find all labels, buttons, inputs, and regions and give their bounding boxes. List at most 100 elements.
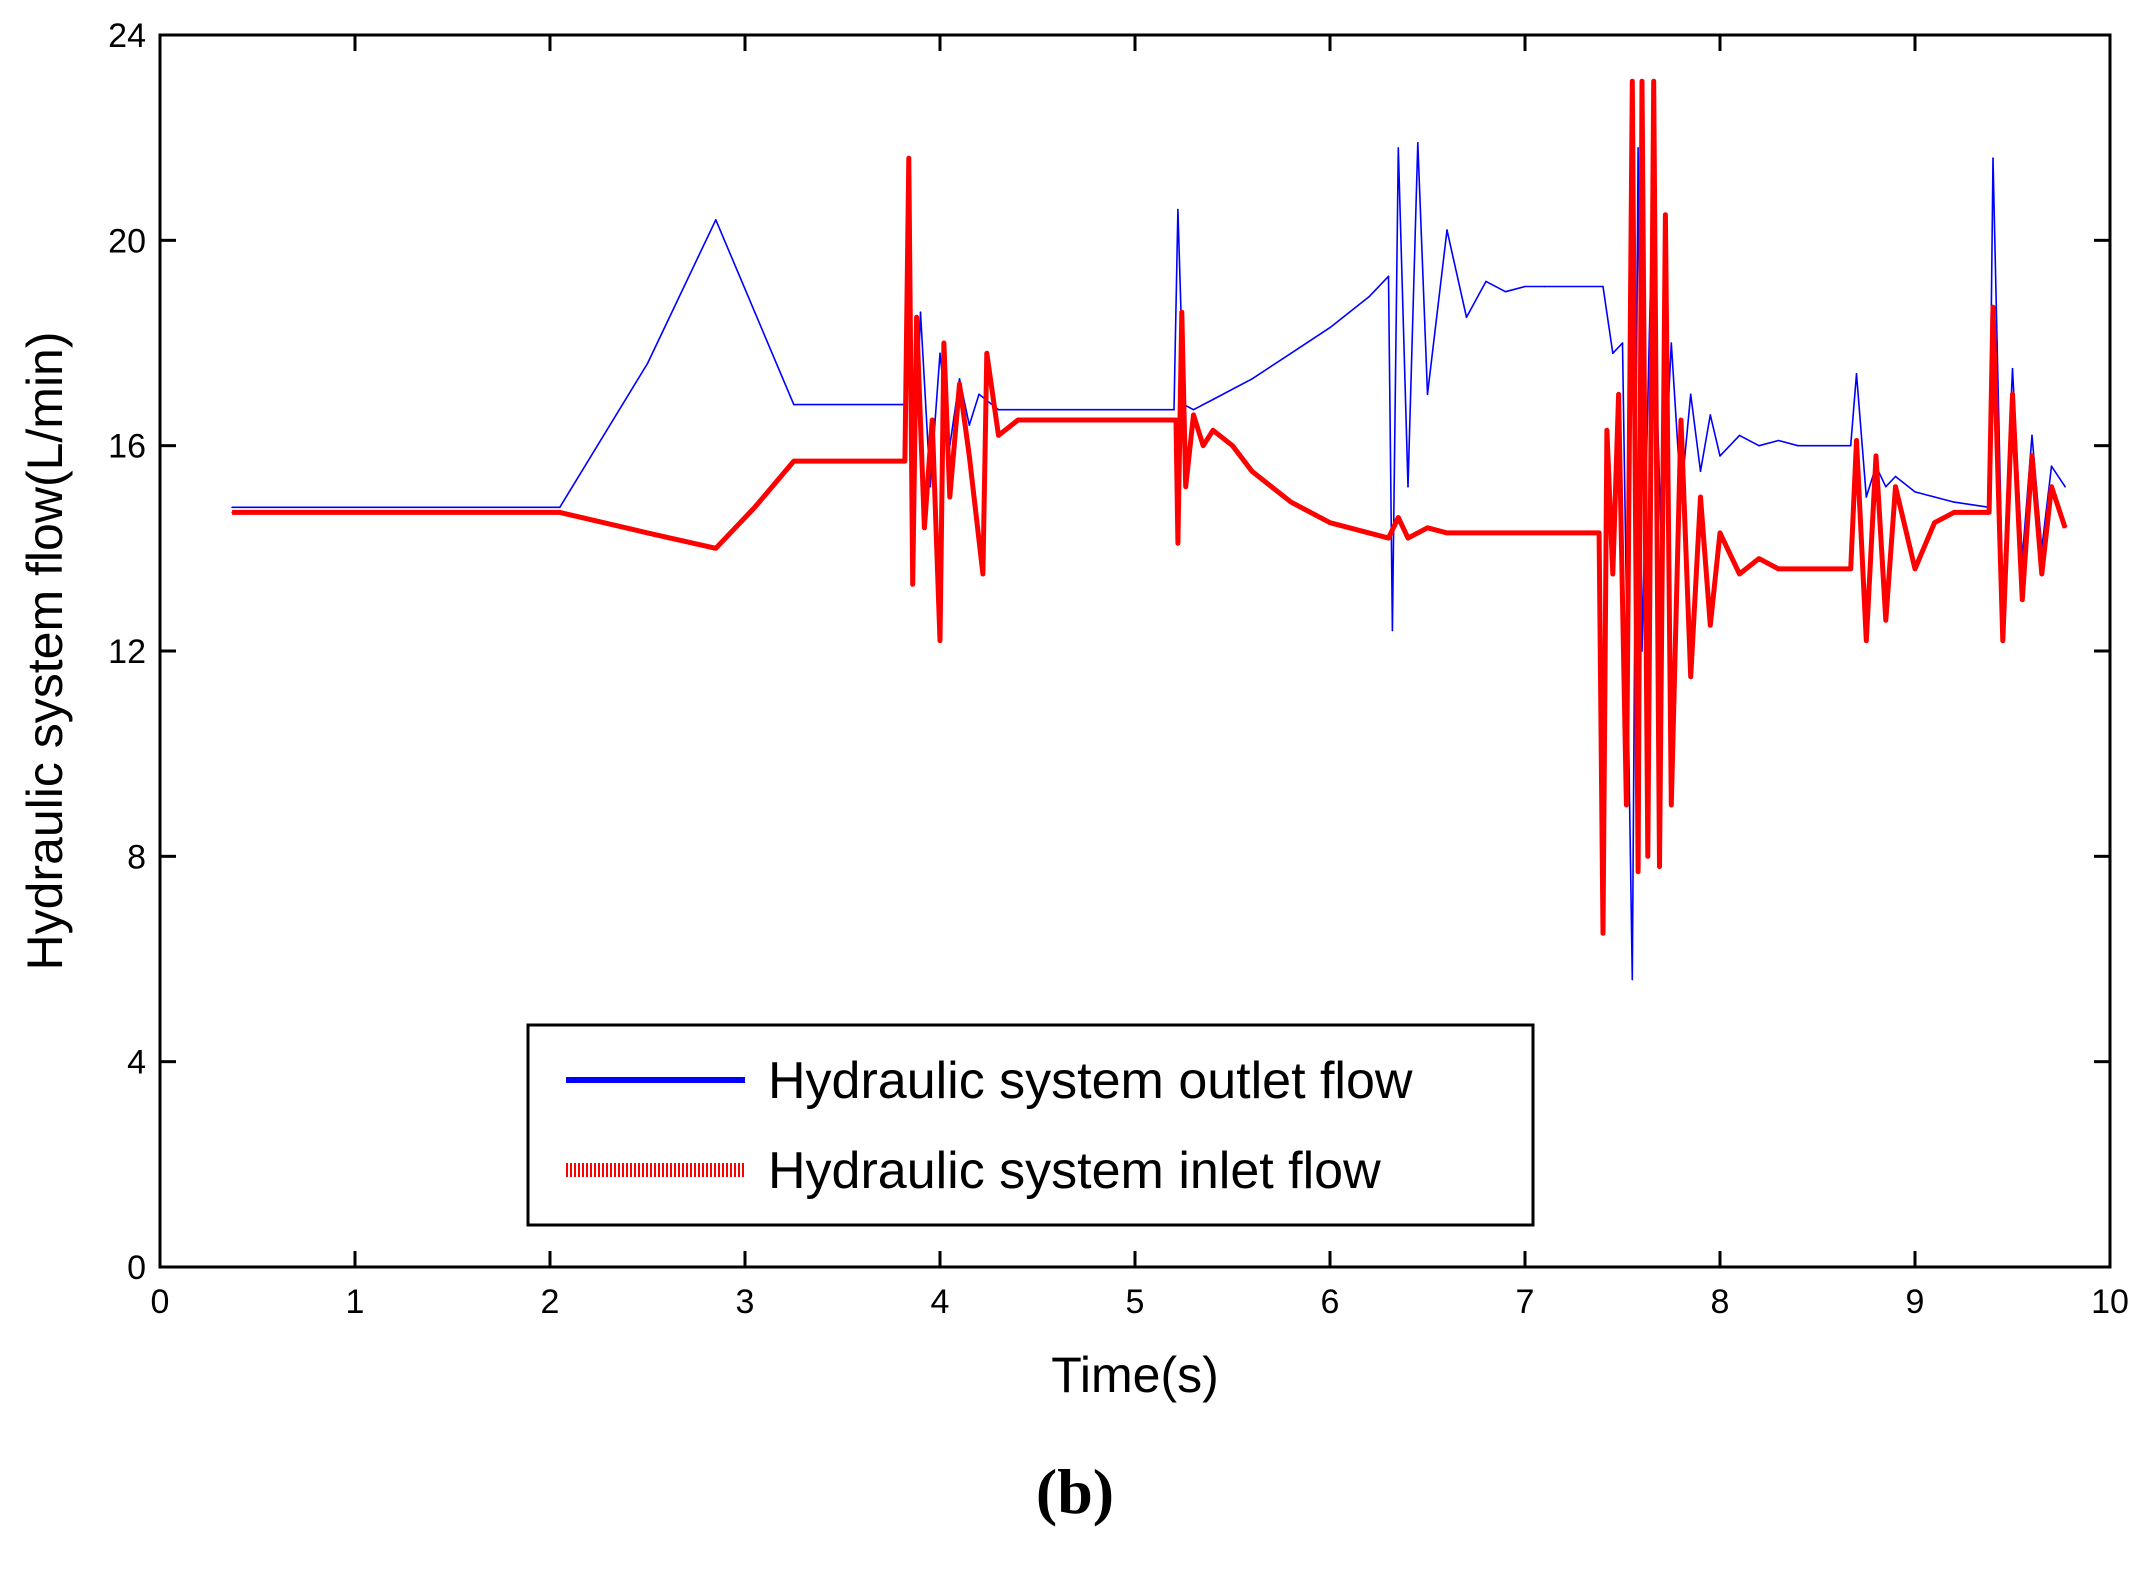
outlet-point (939, 352, 941, 355)
inlet-point (1177, 542, 1179, 544)
x-tick-label: 2 (541, 1283, 560, 1321)
inlet-point (2041, 573, 2043, 575)
inlet-point (1212, 429, 1214, 432)
y-tick-label: 24 (108, 17, 146, 55)
inlet-point (1606, 429, 1608, 432)
x-tick-label: 1 (346, 1283, 365, 1321)
y-tick-label: 8 (127, 838, 146, 876)
outlet-point (646, 362, 649, 365)
x-tick-label: 8 (1711, 1283, 1730, 1321)
inlet-point (559, 511, 561, 514)
inlet-point (1631, 80, 1634, 82)
inlet-point (1647, 855, 1649, 858)
inlet-point (1689, 675, 1692, 678)
outlet-point (1465, 316, 1468, 319)
inlet-point (754, 506, 756, 509)
outlet-point (968, 424, 971, 426)
inlet-point (793, 460, 795, 462)
outlet-point (1777, 439, 1780, 442)
inlet-point (1231, 444, 1234, 447)
x-tick-label: 7 (1516, 1283, 1535, 1321)
inlet-point (943, 342, 945, 344)
inlet-point (1602, 932, 1604, 935)
x-tick-label: 5 (1126, 1283, 1145, 1321)
x-tick-label: 6 (1321, 1283, 1340, 1321)
outlet-point (1670, 342, 1673, 344)
outlet-point (2064, 485, 2066, 488)
inlet-point (982, 573, 984, 575)
inlet-point (646, 532, 649, 534)
inlet-point (931, 419, 933, 421)
outlet-point (919, 311, 922, 314)
y-tick-label: 4 (127, 1044, 146, 1082)
inlet-point (1992, 306, 1994, 308)
inlet-point (949, 496, 951, 498)
outlet-point (1368, 296, 1370, 298)
inlet-point (1953, 511, 1955, 514)
inlet-point (231, 511, 233, 514)
inlet-point (1617, 393, 1620, 396)
inlet-point (1738, 573, 1741, 575)
y-tick-label: 20 (108, 222, 146, 260)
legend: Hydraulic system outlet flow Hydraulic s… (526, 1023, 1535, 1227)
x-tick-label: 9 (1906, 1283, 1925, 1321)
inlet-point (908, 157, 910, 159)
outlet-point (1543, 285, 1546, 288)
inlet-point (1184, 485, 1187, 488)
inlet-point (1652, 80, 1655, 82)
inlet-point (1777, 568, 1780, 570)
inlet-point (1290, 501, 1292, 503)
outlet-point (1290, 352, 1292, 355)
inlet-point (1875, 455, 1877, 457)
inlet-point (1202, 444, 1204, 447)
inlet-point (1387, 537, 1390, 539)
outlet-point (715, 219, 717, 221)
outlet-point (1992, 157, 1994, 159)
outlet-point (1699, 470, 1702, 473)
inlet-point (1670, 804, 1673, 806)
x-axis-title: Time(s) (1051, 1347, 1219, 1403)
outlet-point (1894, 475, 1897, 478)
outlet-point (1914, 491, 1916, 493)
outlet-point (2011, 367, 2014, 370)
y-tick-label: 0 (127, 1249, 146, 1287)
outlet-point (1612, 352, 1614, 355)
outlet-point (1407, 485, 1409, 488)
outlet-point (1397, 147, 1400, 149)
y-tick-label: 12 (108, 633, 146, 671)
inlet-point (915, 316, 918, 319)
outlet-point (1953, 501, 1955, 503)
inlet-point (1699, 496, 1702, 498)
outlet-point (1387, 275, 1390, 278)
outlet-point (1329, 326, 1331, 329)
inlet-point (968, 455, 971, 457)
outlet-point (2050, 465, 2053, 468)
y-axis-title: Hydraulic system flow(L/min) (17, 331, 73, 970)
outlet-point (559, 506, 561, 509)
outlet-point (1017, 408, 1019, 411)
inlet-point (1865, 639, 1868, 642)
outlet-point (1758, 444, 1760, 447)
outlet-point (1885, 485, 1887, 488)
outlet-point (1709, 414, 1712, 416)
inlet-point (1397, 516, 1400, 519)
inlet-point (1426, 527, 1429, 529)
outlet-point (978, 393, 980, 396)
outlet-point (1485, 280, 1487, 283)
inlet-point (2050, 485, 2053, 488)
inlet-point (2021, 598, 2024, 601)
outlet-point (1621, 342, 1624, 344)
outlet-point (1797, 444, 1799, 447)
outlet-point (1446, 229, 1448, 231)
inlet-point (1855, 439, 1858, 442)
inlet-point (1524, 532, 1526, 534)
inlet-point (1625, 804, 1628, 806)
legend-outlet-label: Hydraulic system outlet flow (768, 1052, 1413, 1110)
y-tick-label: 16 (108, 428, 146, 466)
inlet-point (1251, 470, 1253, 473)
outlet-point (958, 378, 961, 380)
inlet-point (1368, 532, 1370, 534)
outlet-point (1426, 393, 1429, 396)
outlet-point (1192, 408, 1195, 411)
